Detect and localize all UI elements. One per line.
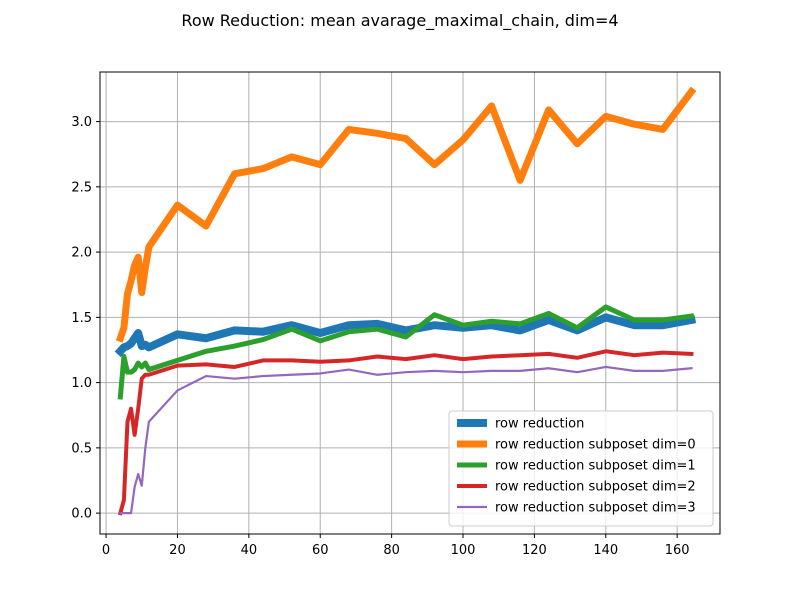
series-line-0 bbox=[114, 313, 697, 357]
x-tick-label: 140 bbox=[593, 543, 618, 558]
x-tick-label: 120 bbox=[522, 543, 547, 558]
y-axis: 0.0 0.5 1.0 1.5 2.0 2.5 3.0 bbox=[71, 115, 100, 522]
legend: row reduction row reduction subposet dim=… bbox=[448, 410, 714, 527]
series-line-3 bbox=[117, 349, 694, 516]
x-tick-label: 160 bbox=[665, 543, 690, 558]
x-tick-label: 100 bbox=[451, 543, 476, 558]
legend-label: row reduction subposet dim=0 bbox=[495, 438, 696, 453]
y-tick-label: 0.5 bbox=[71, 441, 92, 456]
x-tick-label: 20 bbox=[169, 543, 186, 558]
y-tick-label: 3.0 bbox=[71, 115, 92, 130]
series-layer bbox=[114, 86, 697, 516]
legend-label: row reduction bbox=[495, 417, 584, 432]
x-tick-label: 80 bbox=[383, 543, 400, 558]
y-tick-label: 1.5 bbox=[71, 311, 92, 326]
legend-box bbox=[448, 410, 714, 527]
y-tick-label: 2.0 bbox=[71, 246, 92, 261]
series-line-1 bbox=[115, 86, 697, 343]
y-tick-label: 2.5 bbox=[71, 180, 92, 195]
x-tick-label: 0 bbox=[102, 543, 110, 558]
y-tick-label: 1.0 bbox=[71, 376, 92, 391]
legend-label: row reduction subposet dim=1 bbox=[495, 459, 696, 474]
series-line-2 bbox=[117, 304, 695, 400]
chart-title: Row Reduction: mean avarage_maximal_chai… bbox=[181, 11, 618, 31]
plot-frame bbox=[99, 71, 721, 535]
y-tick-label: 0.0 bbox=[71, 507, 92, 522]
x-axis: 0 20 40 60 80 100 120 140 160 bbox=[102, 534, 690, 558]
series-line-4 bbox=[119, 365, 693, 515]
legend-label: row reduction subposet dim=3 bbox=[495, 501, 696, 516]
x-tick-label: 60 bbox=[312, 543, 329, 558]
legend-label: row reduction subposet dim=2 bbox=[495, 480, 696, 495]
x-tick-label: 40 bbox=[241, 543, 258, 558]
